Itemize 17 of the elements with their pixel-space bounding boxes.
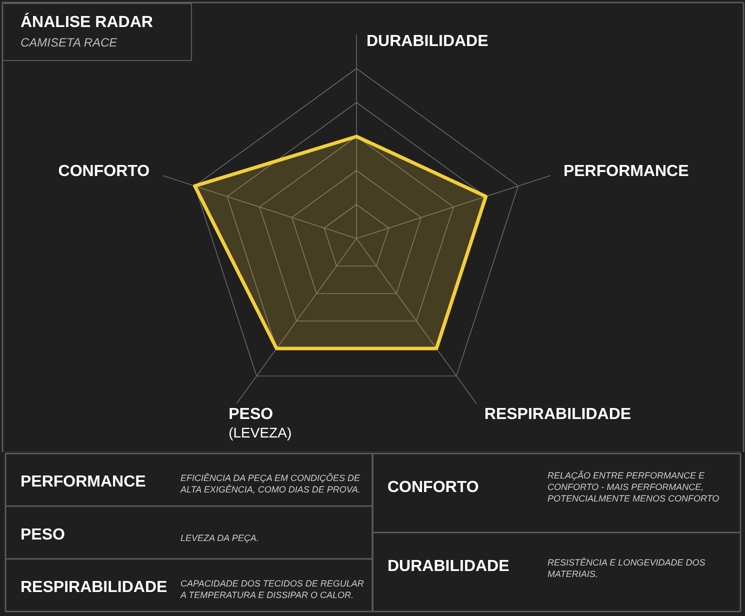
spoke-label: CONFORTO (58, 162, 150, 180)
chart-title: ÁNALISE RADAR (20, 12, 154, 31)
spoke-label: RESPIRABILIDADE (484, 406, 632, 424)
category-label: PESO (20, 526, 65, 544)
text: EFICIÊNCIA DA PEÇA EM CONDIÇÕES DE ALTA EXIGÊNCIA, COMO DIAS DE PROVA. (180, 473, 362, 495)
category-label: DURABILIDADE (388, 558, 510, 575)
category-label: RESPIRABILIDADE (20, 579, 168, 596)
chart-subtitle: CAMISETA RACE (20, 36, 118, 50)
spoke-label: PESO (LEVEZA) (228, 406, 292, 441)
text: RELAÇÃO ENTRE PERFORMANCE E CONFORTO - MAIS PERFORMANCE, POTENCIALMENTE MENOS CONFORTO (548, 470, 720, 504)
category-label: CONFORTO (388, 479, 479, 496)
text: CAPACIDADE DOS TECIDOS DE REGULAR A TEMPERATURA E DISSIPAR O CALOR. (180, 578, 364, 600)
spoke-label: PERFORMANCE (563, 162, 690, 180)
spoke-label: DURABILIDADE (366, 32, 489, 50)
category-label: PERFORMANCE (20, 474, 146, 491)
text: RESISTÊNCIA E LONGEVIDADE DOS MATERIAIS. (548, 558, 706, 579)
text: LEVEZA DA PEÇA. (180, 532, 259, 543)
